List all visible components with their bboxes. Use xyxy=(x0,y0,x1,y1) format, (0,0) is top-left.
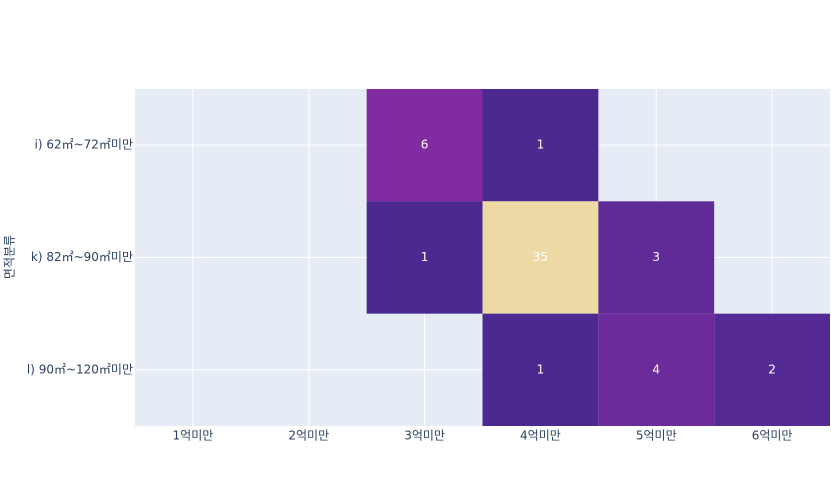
x-tick-label: 5억미만 xyxy=(636,429,677,443)
x-tick-label: 4억미만 xyxy=(520,429,561,443)
heatmap-cell xyxy=(482,201,599,314)
heatmap-cell xyxy=(482,313,599,426)
cell-label: 4 xyxy=(652,362,660,376)
heatmap-cell xyxy=(714,313,830,426)
cell-label: 6 xyxy=(421,138,429,152)
cell-label: 1 xyxy=(537,138,545,152)
x-tick-label: 3억미만 xyxy=(404,429,445,443)
x-tick-label: 2억미만 xyxy=(288,429,329,443)
x-tick-label: 6억미만 xyxy=(752,429,793,443)
y-tick-label: i) 62㎡~72㎡미만 xyxy=(34,138,133,152)
cell-label: 2 xyxy=(768,362,776,376)
y-axis-title: 면적분류 xyxy=(3,235,17,279)
heatmap-cell xyxy=(366,89,483,202)
cell-label: 35 xyxy=(533,250,548,264)
cell-label: 1 xyxy=(421,250,429,264)
cell-label: 3 xyxy=(652,250,660,264)
y-tick-label: k) 82㎡~90㎡미만 xyxy=(31,250,133,264)
heatmap-cell xyxy=(482,89,599,202)
heatmap-cell xyxy=(366,201,483,314)
cell-label: 1 xyxy=(537,362,545,376)
heatmap-cell xyxy=(598,201,715,314)
y-tick-label: l) 90㎡~120㎡미만 xyxy=(27,362,133,376)
heatmap-cell xyxy=(598,313,715,426)
x-tick-label: 1억미만 xyxy=(173,429,214,443)
